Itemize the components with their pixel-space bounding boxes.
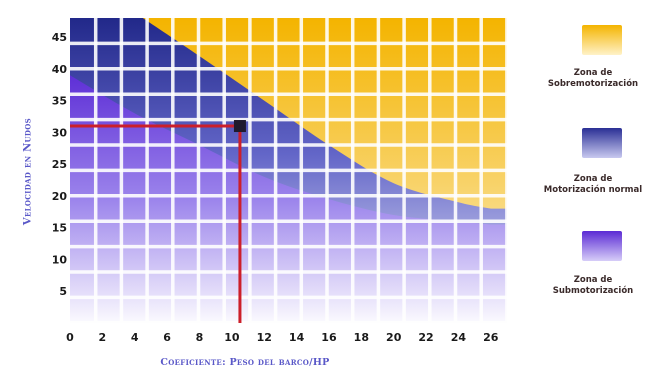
x-tick-label: 2	[99, 331, 107, 344]
y-tick-label: 10	[52, 253, 68, 266]
x-tick-label: 16	[321, 331, 337, 344]
legend-label-sobre: Zona de Sobremotorización	[547, 68, 639, 89]
x-tick-label: 26	[483, 331, 499, 344]
x-tick-label: 12	[257, 331, 272, 344]
x-tick-label: 24	[451, 331, 467, 344]
x-axis-label: Coeficiente: Peso del barco/HP	[160, 357, 330, 368]
legend-swatch-sobre	[582, 25, 622, 55]
y-tick-label: 35	[52, 95, 67, 108]
zone-sub-area	[70, 75, 507, 323]
y-axis-label: Velocidad en Nudos	[22, 117, 34, 226]
x-tick-label: 18	[354, 331, 369, 344]
legend-label-sub: Zona de Submotorización	[552, 275, 634, 296]
legend-label-normal: Zona de Motorización normal	[543, 174, 643, 195]
y-tick-label: 15	[52, 222, 67, 235]
y-tick-label: 45	[52, 31, 67, 44]
y-tick-label: 40	[52, 63, 68, 76]
legend: Zona de Sobremotorización Zona de Motori…	[515, 22, 671, 364]
x-tick-label: 22	[418, 331, 433, 344]
legend-item-normal: Zona de Motorización normal	[515, 128, 671, 250]
y-tick-label: 20	[52, 190, 68, 203]
legend-item-sub: Zona de Submotorización	[515, 231, 671, 364]
y-tick-label: 30	[52, 126, 68, 139]
grid	[70, 18, 507, 323]
x-tick-label: 10	[224, 331, 240, 344]
y-tick-label: 25	[52, 158, 67, 171]
legend-swatch-normal	[582, 128, 622, 158]
x-tick-label: 14	[289, 331, 305, 344]
legend-item-sobre: Zona de Sobremotorización	[515, 22, 671, 136]
y-tick-label: 5	[59, 285, 67, 298]
x-tick-label: 20	[386, 331, 402, 344]
legend-swatch-sub	[582, 231, 622, 261]
x-tick-label: 6	[163, 331, 171, 344]
x-tick-label: 0	[66, 331, 74, 344]
x-tick-label: 4	[131, 331, 139, 344]
marker-point	[233, 120, 246, 133]
x-tick-label: 8	[196, 331, 204, 344]
